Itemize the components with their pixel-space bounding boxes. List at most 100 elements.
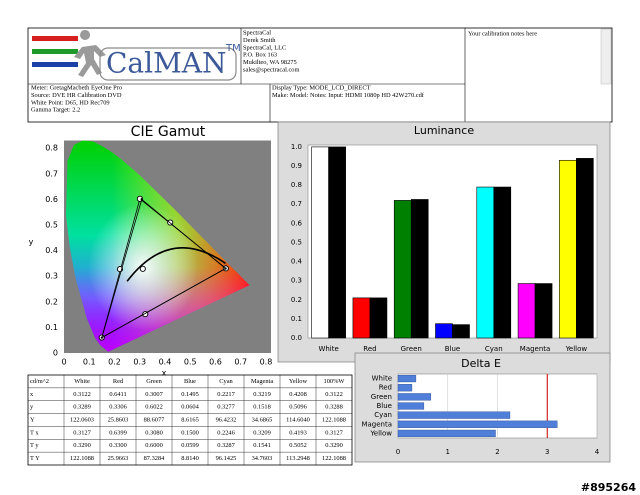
x-axis-label: x	[162, 369, 167, 378]
table-cell: T y	[30, 442, 39, 449]
bar	[352, 297, 371, 339]
x-tick-label: Green	[401, 345, 422, 353]
header-line: SpectraCal, LLC	[243, 44, 286, 51]
y-tick-label: 0.3	[291, 277, 302, 285]
header-line: White Point: D65, HD Rec709	[31, 99, 110, 106]
bar	[397, 411, 511, 419]
bar	[435, 323, 453, 339]
y-tick-label: 0	[53, 349, 58, 358]
x-tick-label: Yellow	[565, 345, 588, 353]
header-line: SpectraCal	[243, 29, 271, 36]
gamut-triangle	[101, 198, 227, 339]
table-cell: 0.3277	[217, 404, 235, 411]
table-cell: 0.6000	[145, 442, 163, 449]
table-cell: 0.4193	[289, 429, 307, 436]
table-header: White	[74, 378, 90, 385]
logo-frame	[99, 47, 237, 81]
table-cell: 0.3007	[145, 391, 163, 398]
table-cell: T x	[30, 429, 39, 436]
table-cell: 0.3287	[217, 442, 235, 449]
table-cell: 0.6022	[145, 404, 163, 411]
x-tick-label: Cyan	[485, 345, 503, 353]
y-tick-label: 0.2	[291, 296, 302, 304]
table-cell: 87.3284	[144, 455, 166, 462]
header-line: Meter: GretagMacbeth EyeOne Pro	[31, 84, 122, 91]
table-header: Green	[146, 378, 162, 385]
table-header: Yellow	[289, 378, 308, 385]
target-point	[224, 267, 227, 270]
x-tick-label: Blue	[445, 345, 461, 353]
header-frame	[27, 27, 613, 123]
table-cell: 0.3127	[325, 429, 343, 436]
table-header: 100%W	[324, 378, 346, 385]
table-cell: 8.6165	[181, 416, 199, 423]
y-tick-label: Magenta	[361, 420, 392, 428]
table-cell: 0.3209	[253, 429, 271, 436]
y-tick-label: 0.5	[45, 220, 58, 229]
table-cell: 0.3080	[145, 429, 163, 436]
table-cell: 0.3290	[325, 442, 343, 449]
table-cell: 0.4208	[289, 391, 307, 398]
logo-bar	[32, 36, 78, 41]
y-tick-label: 0.7	[291, 200, 302, 208]
table-cell: 122.1088	[70, 455, 94, 462]
table-cell: 25.8603	[108, 416, 129, 423]
y-tick-label: 0.1	[291, 315, 302, 323]
y-tick-label: Cyan	[374, 411, 392, 419]
y-tick-label: 0.4	[291, 258, 303, 266]
x-tick-label: White	[318, 345, 338, 353]
chart-title: Luminance	[414, 124, 474, 137]
x-tick-label: Magenta	[520, 345, 551, 353]
table-cell: 0.6411	[109, 391, 126, 398]
spectral-locus	[66, 140, 250, 352]
logo-runner	[74, 30, 106, 77]
table-header: Blue	[184, 378, 196, 385]
y-tick-label: 0.5	[291, 238, 302, 246]
table-cell: x	[30, 391, 34, 398]
y-tick-label: 0.1	[45, 323, 58, 332]
table-cell: T Y	[30, 455, 40, 462]
bar	[397, 420, 558, 428]
table-cell: 0.3290	[73, 442, 91, 449]
header-line: Display Type: MODE_LCD_DIRECT	[272, 84, 371, 91]
table-cell: 0.5052	[289, 442, 307, 449]
y-tick-label: 0.7	[45, 169, 58, 178]
x-tick-label: 0.2	[108, 358, 121, 367]
bar	[397, 384, 413, 392]
chart-title: CIE Gamut	[131, 124, 206, 140]
bar	[452, 324, 470, 339]
y-tick-label: 0.3	[45, 272, 58, 281]
table-cell: 0.0599	[181, 442, 199, 449]
y-tick-label: 0.2	[45, 297, 58, 306]
bar	[517, 283, 536, 339]
watermark: #895264	[581, 481, 636, 494]
bar	[397, 374, 417, 383]
bar	[369, 297, 388, 339]
bar	[393, 200, 412, 339]
table-header: Red	[113, 378, 124, 385]
table-cell: 0.3219	[253, 391, 271, 398]
x-tick-label: 0.4	[159, 358, 172, 367]
bar	[397, 429, 496, 438]
y-tick-label: 0.8	[45, 144, 58, 153]
bar	[493, 186, 512, 339]
bar	[311, 146, 329, 339]
y-tick-label: 0.4	[45, 246, 58, 255]
table-cell: 0.0604	[181, 404, 199, 411]
table-cell: 114.6040	[286, 416, 310, 423]
x-tick-label: 4	[595, 448, 600, 456]
scrollbar[interactable]	[600, 28, 612, 85]
table-cell: 0.3127	[73, 429, 91, 436]
x-tick-label: 0	[61, 358, 66, 367]
table-cell: 0.1518	[253, 404, 271, 411]
x-tick-label: 0.3	[133, 358, 146, 367]
table-cell: 25.9663	[108, 455, 129, 462]
notes: Your calibration notes here	[468, 30, 537, 37]
table-cell: 0.3122	[325, 391, 343, 398]
target-point	[100, 336, 104, 339]
table-cell: Y	[30, 416, 35, 423]
header-line: Mukilteo, WA 98275	[243, 59, 297, 66]
x-tick-label: 1	[446, 448, 450, 456]
table-header: Cyan	[219, 378, 233, 385]
